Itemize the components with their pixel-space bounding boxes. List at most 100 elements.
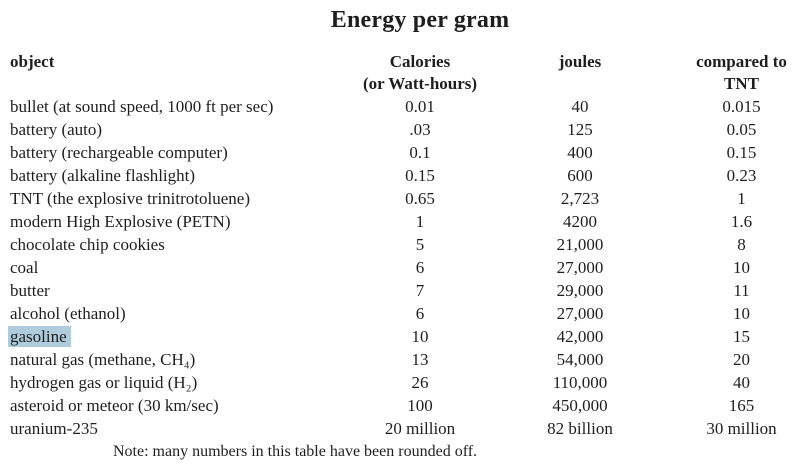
joules-cell: 82 billion (505, 417, 655, 440)
object-label: natural gas (methane, CH₄) (10, 350, 196, 369)
object-label: butter (10, 281, 50, 300)
tnt-cell: 0.015 (655, 95, 800, 118)
page-title: Energy per gram (330, 7, 510, 33)
joules-cell: 450,000 (505, 394, 655, 417)
calories-cell: 10 (335, 325, 505, 348)
object-cell: TNT (the explosive trinitrotoluene) (0, 187, 335, 210)
header-calories: Calories (or Watt-hours) (335, 51, 505, 95)
object-cell: modern High Explosive (PETN) (0, 210, 335, 233)
joules-value: 42,000 (556, 327, 604, 346)
joules-value: 400 (567, 143, 593, 162)
calories-value: 0.01 (405, 97, 435, 116)
joules-cell: 4200 (505, 210, 655, 233)
calories-cell: 0.65 (335, 187, 505, 210)
calories-value: 20 million (384, 419, 456, 438)
joules-value: 110,000 (552, 373, 608, 392)
tnt-value: 0.05 (726, 120, 757, 139)
tnt-cell: 1 (655, 187, 800, 210)
calories-value: 13 (411, 350, 429, 369)
calories-cell: .03 (335, 118, 505, 141)
joules-value: 27,000 (556, 258, 604, 277)
tnt-value: 0.23 (726, 166, 757, 185)
object-label: battery (auto) (10, 120, 103, 139)
header-calories-line2: (or Watt-hours) (362, 74, 478, 93)
header-compared-to-tnt: compared to TNT (655, 51, 800, 95)
table-row: bullet (at sound speed, 1000 ft per sec)… (0, 95, 800, 118)
object-label: bullet (at sound speed, 1000 ft per sec) (10, 97, 274, 116)
tnt-value: 10 (733, 258, 750, 277)
table-row: gasoline 10 42,000 15 (0, 325, 800, 348)
object-label: coal (10, 258, 39, 277)
joules-value: 82 billion (547, 419, 613, 438)
calories-cell: 0.01 (335, 95, 505, 118)
joules-cell: 42,000 (505, 325, 655, 348)
object-cell: hydrogen gas or liquid (H₂) (0, 371, 335, 394)
joules-value: 54,000 (556, 350, 604, 369)
joules-value: 450,000 (552, 396, 608, 415)
calories-value: 100 (407, 396, 433, 415)
object-label: modern High Explosive (PETN) (10, 212, 231, 231)
tnt-cell: 0.23 (655, 164, 800, 187)
calories-cell: 0.15 (335, 164, 505, 187)
tnt-value: 1 (737, 189, 746, 208)
tnt-value: 8 (737, 235, 746, 254)
table-header: object Calories (or Watt-hours) joules c… (0, 51, 800, 95)
object-label: battery (alkaline flashlight) (10, 166, 196, 185)
object-label: chocolate chip cookies (10, 235, 165, 254)
calories-value: .03 (409, 120, 431, 139)
calories-cell: 7 (335, 279, 505, 302)
calories-value: 7 (415, 281, 425, 300)
table-row: modern High Explosive (PETN) 1 4200 1.6 (0, 210, 800, 233)
calories-value: 0.15 (405, 166, 435, 185)
header-calories-line1: Calories (389, 52, 451, 71)
object-cell: chocolate chip cookies (0, 233, 335, 256)
object-label: hydrogen gas or liquid (H₂) (10, 373, 198, 392)
calories-value: 0.65 (405, 189, 435, 208)
tnt-cell: 40 (655, 371, 800, 394)
calories-cell: 5 (335, 233, 505, 256)
object-cell: natural gas (methane, CH₄) (0, 348, 335, 371)
table-row: asteroid or meteor (30 km/sec) 100 450,000… (0, 394, 800, 417)
calories-value: 10 (411, 327, 429, 346)
tnt-value: 20 (733, 350, 750, 369)
joules-cell: 110,000 (505, 371, 655, 394)
header-tnt-line1: compared to (696, 52, 787, 71)
joules-value: 125 (567, 120, 593, 139)
object-cell: alcohol (ethanol) (0, 302, 335, 325)
object-cell: asteroid or meteor (30 km/sec) (0, 394, 335, 417)
object-cell: battery (alkaline flashlight) (0, 164, 335, 187)
joules-cell: 125 (505, 118, 655, 141)
tnt-value: 11 (733, 281, 750, 300)
tnt-cell: 165 (655, 394, 800, 417)
tnt-cell: 0.05 (655, 118, 800, 141)
calories-cell: 13 (335, 348, 505, 371)
calories-value: 6 (415, 304, 425, 323)
table-row: butter 7 29,000 11 (0, 279, 800, 302)
joules-cell: 40 (505, 95, 655, 118)
tnt-cell: 20 (655, 348, 800, 371)
joules-value: 4200 (563, 212, 597, 231)
object-cell: battery (rechargeable computer) (0, 141, 335, 164)
tnt-value: 10 (733, 304, 750, 323)
joules-cell: 54,000 (505, 348, 655, 371)
tnt-value: 30 million (706, 419, 777, 438)
tnt-cell: 11 (655, 279, 800, 302)
object-cell: battery (auto) (0, 118, 335, 141)
header-row: object Calories (or Watt-hours) joules c… (0, 51, 800, 95)
joules-cell: 21,000 (505, 233, 655, 256)
tnt-value: 0.15 (726, 143, 757, 162)
joules-cell: 2,723 (505, 187, 655, 210)
tnt-cell: 1.6 (655, 210, 800, 233)
table-row: coal 6 27,000 10 (0, 256, 800, 279)
header-joules: joules (505, 51, 655, 95)
object-label: asteroid or meteor (30 km/sec) (10, 396, 219, 415)
object-label: battery (rechargeable computer) (10, 143, 228, 162)
calories-cell: 1 (335, 210, 505, 233)
object-cell: gasoline (0, 325, 335, 348)
calories-cell: 6 (335, 256, 505, 279)
header-joules-label: joules (558, 52, 602, 71)
table-row: natural gas (methane, CH₄) 13 54,000 20 (0, 348, 800, 371)
calories-value: 1 (415, 212, 425, 231)
tnt-cell: 8 (655, 233, 800, 256)
energy-table: object Calories (or Watt-hours) joules c… (0, 51, 800, 440)
